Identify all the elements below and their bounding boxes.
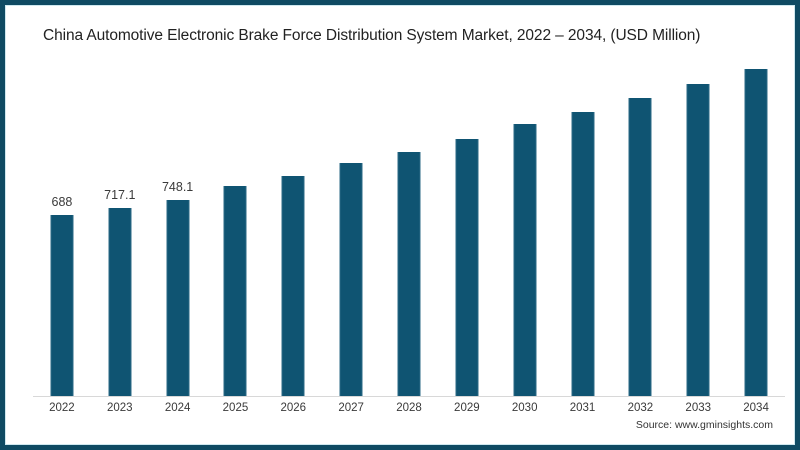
bar[interactable] [223, 185, 247, 396]
x-axis-tick-label: 2023 [106, 402, 133, 414]
x-axis-tick-label: 2027 [338, 402, 364, 414]
bar-group [438, 60, 496, 396]
bar[interactable] [744, 68, 768, 396]
bar[interactable] [339, 163, 363, 396]
x-axis-tick-label: 2033 [685, 402, 712, 414]
bar-group [554, 60, 612, 396]
x-axis-tick-label: 2032 [627, 402, 654, 414]
bar[interactable] [686, 83, 710, 396]
bar[interactable] [513, 124, 537, 396]
bar-value-label: 688 [51, 195, 73, 210]
bar[interactable] [628, 98, 652, 396]
bar[interactable] [397, 151, 421, 396]
bar[interactable] [166, 199, 190, 396]
x-axis-tick-label: 2034 [743, 402, 769, 414]
x-axis-tick-label: 2024 [164, 402, 191, 414]
bar-chart-plot-area: 688 717.1 748.1 [33, 60, 785, 396]
bar-group: 748.1 [149, 60, 207, 396]
bar[interactable] [571, 112, 595, 396]
bar-group [496, 60, 554, 396]
bar-value-label: 748.1 [161, 179, 194, 194]
bar[interactable] [455, 139, 479, 396]
bar[interactable] [50, 215, 74, 396]
x-axis-tick-label: 2025 [222, 402, 249, 414]
x-axis-line [33, 396, 785, 397]
x-axis-tick-label: 2030 [511, 402, 538, 414]
bar[interactable] [281, 175, 305, 396]
bar-group [727, 60, 785, 396]
x-axis-tick-label: 2022 [49, 402, 75, 414]
x-axis-tick-label: 2028 [396, 402, 422, 414]
bar-group [264, 60, 322, 396]
bar-group [611, 60, 669, 396]
x-axis-tick-label: 2026 [280, 402, 307, 414]
x-axis-tick-label: 2029 [454, 402, 480, 414]
bar-group: 717.1 [91, 60, 149, 396]
x-axis-tick-label: 2031 [569, 402, 596, 414]
page-title: China Automotive Electronic Brake Force … [43, 27, 701, 44]
bar[interactable] [108, 207, 132, 396]
bar-group [207, 60, 265, 396]
bar-group: 688 [33, 60, 91, 396]
bar-group [380, 60, 438, 396]
bar-group [322, 60, 380, 396]
bar-value-label: 717.1 [104, 187, 136, 202]
source-attribution: Source: www.gminsights.com [635, 419, 773, 431]
bar-group [669, 60, 727, 396]
